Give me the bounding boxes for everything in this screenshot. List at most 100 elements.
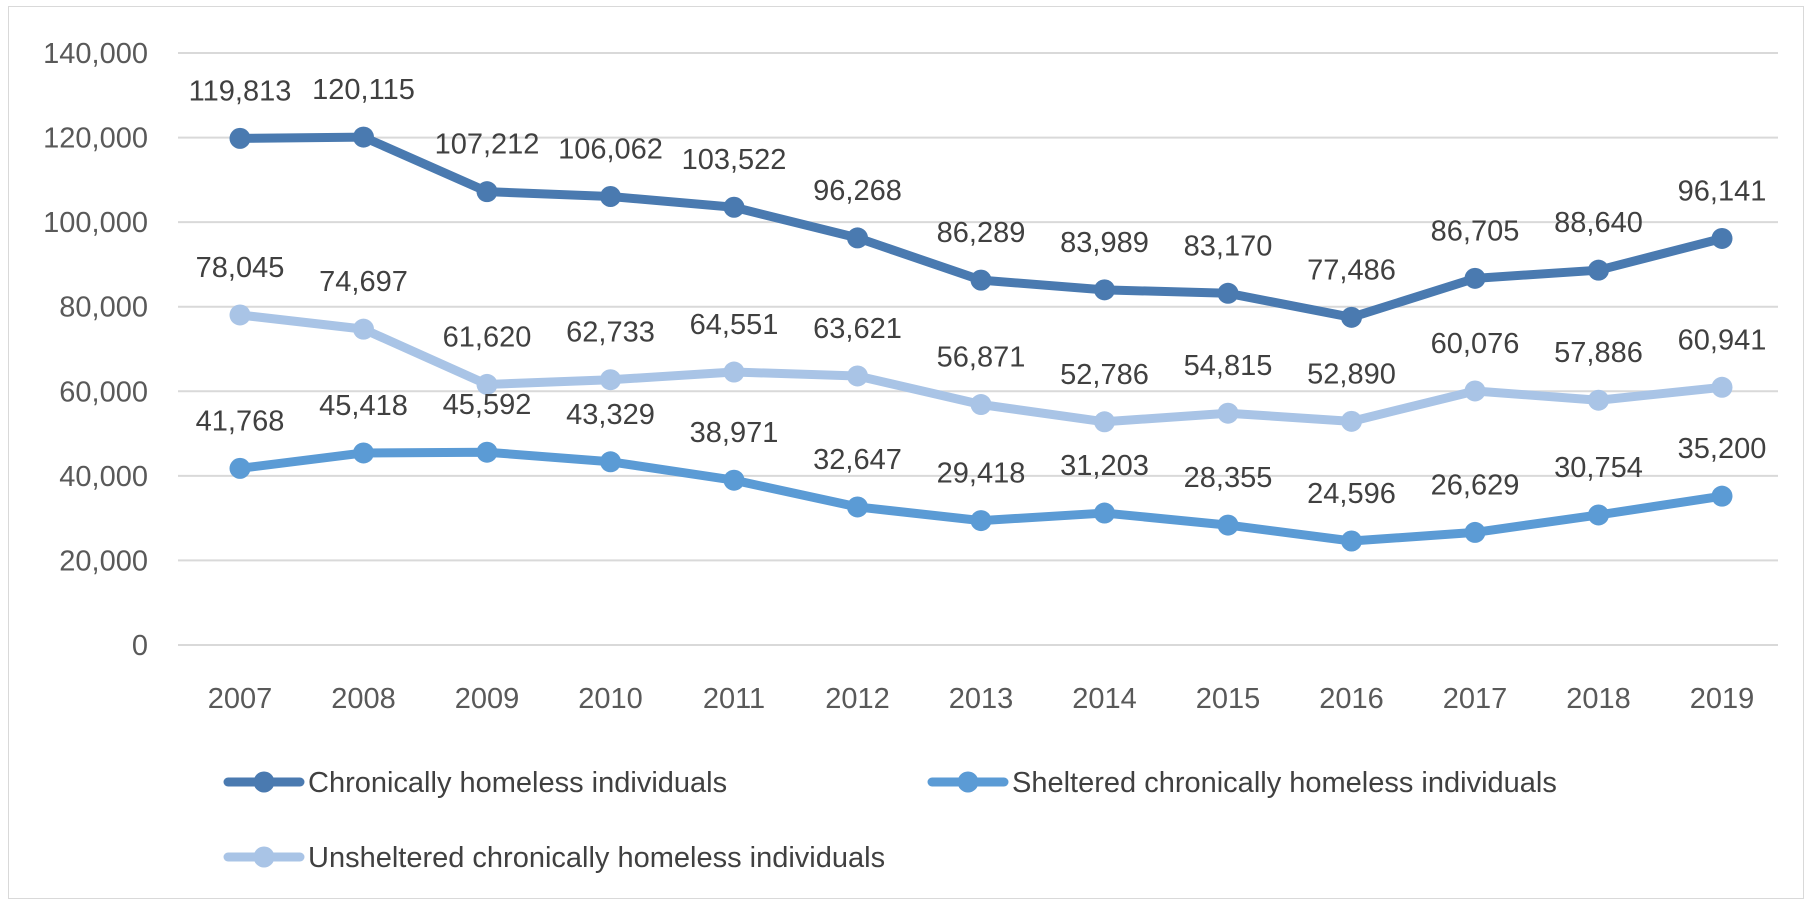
x-tick-label: 2015 (1196, 683, 1261, 715)
y-tick-label: 20,000 (59, 545, 148, 577)
data-point (1341, 306, 1362, 328)
x-tick-label: 2007 (208, 683, 273, 715)
data-point (970, 394, 992, 416)
x-tick-label: 2009 (455, 683, 520, 715)
data-label: 60,076 (1431, 328, 1520, 360)
data-label: 24,596 (1307, 478, 1396, 510)
x-tick-label: 2010 (578, 683, 643, 715)
data-label: 64,551 (690, 309, 779, 341)
data-point (1464, 380, 1486, 402)
data-point (1094, 279, 1115, 301)
y-axis-tick-labels: 0 20,000 40,000 60,000 80,000 100,000 120,000 1… (43, 38, 148, 662)
data-point (1711, 485, 1733, 507)
data-label: 86,705 (1431, 215, 1520, 247)
legend: Chronically homeless individuals Sheltere… (223, 767, 1557, 874)
legend-marker (253, 846, 275, 868)
legend-label: Chronically homeless individuals (308, 767, 727, 799)
data-point (600, 369, 621, 391)
data-label: 31,203 (1060, 450, 1149, 482)
x-tick-label: 2011 (703, 683, 765, 715)
x-tick-label: 2012 (825, 683, 890, 715)
data-label: 103,522 (682, 144, 787, 176)
legend-label: Unsheltered chronically homeless individ… (308, 842, 885, 874)
data-point (723, 361, 745, 383)
data-point (723, 469, 745, 491)
data-point (970, 510, 992, 532)
x-tick-label: 2019 (1690, 683, 1755, 715)
data-point (1094, 411, 1115, 433)
legend-marker (253, 771, 275, 793)
legend-entry: Sheltered chronically homeless individua… (927, 767, 1557, 799)
series-1 (229, 126, 1733, 328)
data-point (1588, 504, 1609, 526)
series-lines (229, 126, 1733, 552)
data-label: 38,971 (690, 417, 779, 449)
data-label: 43,329 (566, 399, 655, 431)
data-point (600, 186, 621, 208)
data-label: 74,697 (319, 266, 408, 298)
data-point (600, 451, 621, 473)
data-label: 52,890 (1307, 358, 1396, 390)
y-tick-label: 100,000 (43, 207, 148, 239)
data-label: 120,115 (312, 74, 415, 106)
data-point (476, 373, 498, 395)
data-point (1588, 259, 1609, 281)
data-label: 77,486 (1307, 254, 1396, 286)
y-tick-label: 0 (132, 630, 148, 662)
y-tick-label: 120,000 (43, 123, 148, 155)
chart-frame (8, 6, 1804, 899)
data-label: 28,355 (1184, 462, 1273, 494)
data-label: 96,141 (1678, 175, 1767, 207)
y-tick-label: 40,000 (59, 461, 148, 493)
data-point (476, 181, 498, 203)
gridlines (178, 52, 1778, 646)
data-label: 54,815 (1184, 350, 1273, 382)
data-label: 61,620 (443, 321, 532, 353)
data-label: 60,941 (1678, 324, 1767, 356)
x-tick-label: 2016 (1319, 683, 1384, 715)
data-label: 32,647 (813, 444, 902, 476)
data-point (353, 126, 374, 148)
data-point (229, 304, 251, 326)
data-label: 119,813 (189, 75, 292, 107)
data-label: 106,062 (558, 134, 663, 166)
data-point (1464, 267, 1486, 289)
data-label: 45,418 (319, 390, 408, 422)
series-2 (229, 441, 1733, 552)
data-label: 83,989 (1060, 227, 1149, 259)
data-label: 88,640 (1554, 207, 1643, 239)
data-label: 63,621 (813, 313, 902, 345)
data-label: 41,768 (196, 405, 285, 437)
data-point (1217, 514, 1239, 536)
legend-entry: Unsheltered chronically homeless individ… (223, 842, 885, 874)
data-label: 62,733 (566, 317, 655, 349)
data-point (970, 269, 992, 291)
data-point (1217, 402, 1239, 424)
series-3 (229, 304, 1733, 433)
data-label: 35,200 (1678, 433, 1767, 465)
data-point (353, 442, 374, 464)
data-point (1464, 521, 1486, 543)
legend-label: Sheltered chronically homeless individua… (1012, 767, 1557, 799)
data-label: 52,786 (1060, 359, 1149, 391)
data-point (847, 227, 868, 249)
data-label: 26,629 (1431, 469, 1520, 501)
x-tick-label: 2013 (949, 683, 1014, 715)
data-point (1217, 282, 1239, 304)
data-point (476, 441, 498, 463)
data-label: 57,886 (1554, 337, 1643, 369)
data-point (229, 127, 251, 149)
data-point (847, 365, 868, 387)
data-point (1711, 227, 1733, 249)
data-point (1094, 502, 1115, 524)
y-tick-label: 60,000 (59, 376, 148, 408)
x-tick-label: 2018 (1566, 683, 1631, 715)
data-label: 86,289 (937, 217, 1026, 249)
x-tick-label: 2008 (331, 683, 396, 715)
data-label: 56,871 (937, 342, 1026, 374)
data-label: 107,212 (435, 129, 540, 161)
data-label: 78,045 (196, 252, 285, 284)
data-point (847, 496, 868, 518)
x-tick-label: 2017 (1443, 683, 1508, 715)
data-label: 29,418 (937, 458, 1026, 490)
